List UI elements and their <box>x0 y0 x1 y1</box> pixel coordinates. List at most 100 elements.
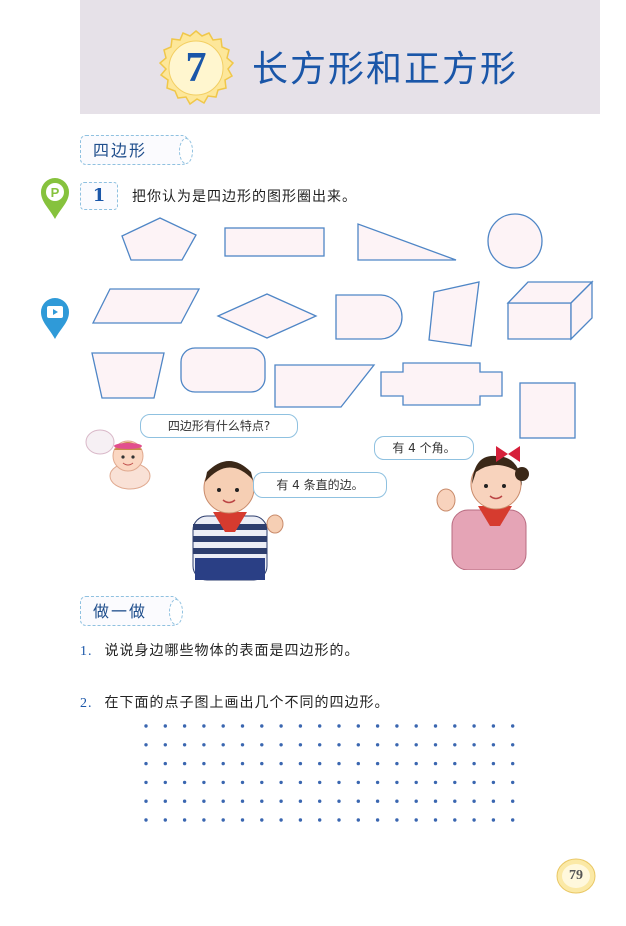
grid-dot[interactable] <box>279 780 283 785</box>
grid-dot[interactable] <box>221 780 225 785</box>
grid-dot[interactable] <box>337 761 341 766</box>
grid-dot[interactable] <box>433 780 438 785</box>
grid-dot[interactable] <box>395 761 399 766</box>
grid-dot[interactable] <box>221 818 225 822</box>
grid-dot[interactable] <box>375 743 380 747</box>
grid-dot[interactable] <box>202 799 206 803</box>
grid-dot[interactable] <box>279 743 283 747</box>
grid-dot[interactable] <box>472 761 476 766</box>
grid-dot[interactable] <box>182 818 187 822</box>
grid-dot[interactable] <box>182 724 187 728</box>
grid-dot[interactable] <box>414 724 418 728</box>
grid-dot[interactable] <box>279 761 283 766</box>
grid-dot[interactable] <box>182 761 187 766</box>
grid-dot[interactable] <box>298 780 303 785</box>
grid-dot[interactable] <box>414 799 418 803</box>
grid-dot[interactable] <box>279 799 283 803</box>
grid-dot[interactable] <box>144 799 148 803</box>
grid-dot[interactable] <box>182 780 187 785</box>
grid-dot[interactable] <box>375 818 380 822</box>
grid-dot[interactable] <box>356 724 360 728</box>
grid-dot[interactable] <box>433 724 438 728</box>
grid-dot[interactable] <box>511 761 515 766</box>
grid-dot[interactable] <box>163 799 167 803</box>
grid-dot[interactable] <box>472 724 476 728</box>
grid-dot[interactable] <box>453 780 457 785</box>
grid-dot[interactable] <box>144 780 148 785</box>
rhombus-shape[interactable] <box>216 293 318 339</box>
grid-dot[interactable] <box>298 743 303 747</box>
grid-dot[interactable] <box>260 761 264 766</box>
grid-dot[interactable] <box>491 780 496 785</box>
grid-dot[interactable] <box>414 761 418 766</box>
irregular-quadrilateral-shape[interactable] <box>428 281 480 347</box>
grid-dot[interactable] <box>182 799 187 803</box>
grid-dot[interactable] <box>337 780 341 785</box>
grid-dot[interactable] <box>511 780 515 785</box>
rounded-rectangle-shape[interactable] <box>180 347 266 393</box>
grid-dot[interactable] <box>395 743 399 747</box>
grid-dot[interactable] <box>472 743 476 747</box>
grid-dot[interactable] <box>202 818 206 822</box>
grid-dot[interactable] <box>472 818 476 822</box>
grid-dot[interactable] <box>202 724 206 728</box>
grid-dot[interactable] <box>240 799 245 803</box>
grid-dot[interactable] <box>491 818 496 822</box>
grid-dot[interactable] <box>337 799 341 803</box>
grid-dot[interactable] <box>318 799 322 803</box>
grid-dot[interactable] <box>356 780 360 785</box>
grid-dot[interactable] <box>144 724 148 728</box>
grid-dot[interactable] <box>318 761 322 766</box>
grid-dot[interactable] <box>144 761 148 766</box>
grid-dot[interactable] <box>163 743 167 747</box>
grid-dot[interactable] <box>260 743 264 747</box>
grid-dot[interactable] <box>221 724 225 728</box>
grid-dot[interactable] <box>491 761 496 766</box>
grid-dot[interactable] <box>240 724 245 728</box>
grid-dot[interactable] <box>356 743 360 747</box>
grid-dot[interactable] <box>202 780 206 785</box>
grid-dot[interactable] <box>511 743 515 747</box>
circle-shape[interactable] <box>487 213 543 269</box>
grid-dot[interactable] <box>511 818 515 822</box>
grid-dot[interactable] <box>472 780 476 785</box>
grid-dot[interactable] <box>453 724 457 728</box>
grid-dot[interactable] <box>240 818 245 822</box>
grid-dot[interactable] <box>433 799 438 803</box>
grid-dot[interactable] <box>260 818 264 822</box>
grid-dot[interactable] <box>298 724 303 728</box>
grid-dot[interactable] <box>433 761 438 766</box>
grid-dot[interactable] <box>202 743 206 747</box>
grid-dot[interactable] <box>298 799 303 803</box>
grid-dot[interactable] <box>395 780 399 785</box>
grid-dot[interactable] <box>375 780 380 785</box>
grid-dot[interactable] <box>163 761 167 766</box>
grid-dot[interactable] <box>144 818 148 822</box>
grid-dot[interactable] <box>163 780 167 785</box>
right-trapezoid-shape[interactable] <box>274 364 376 408</box>
trapezoid-shape[interactable] <box>91 352 165 399</box>
grid-dot[interactable] <box>433 743 438 747</box>
grid-dot[interactable] <box>260 799 264 803</box>
grid-dot[interactable] <box>414 743 418 747</box>
square-shape[interactable] <box>519 382 576 439</box>
grid-dot[interactable] <box>491 743 496 747</box>
grid-dot[interactable] <box>356 761 360 766</box>
grid-dot[interactable] <box>337 724 341 728</box>
grid-dot[interactable] <box>472 799 476 803</box>
grid-dot[interactable] <box>144 743 148 747</box>
rectangle-shape[interactable] <box>224 227 325 257</box>
grid-dot[interactable] <box>414 818 418 822</box>
parallelogram-shape[interactable] <box>91 288 201 324</box>
grid-dot[interactable] <box>260 724 264 728</box>
grid-dot[interactable] <box>240 780 245 785</box>
grid-dot[interactable] <box>279 724 283 728</box>
grid-dot[interactable] <box>511 799 515 803</box>
grid-dot[interactable] <box>375 799 380 803</box>
grid-dot[interactable] <box>298 761 303 766</box>
grid-dot[interactable] <box>318 724 322 728</box>
grid-dot[interactable] <box>240 743 245 747</box>
grid-dot[interactable] <box>202 761 206 766</box>
grid-dot[interactable] <box>240 761 245 766</box>
grid-dot[interactable] <box>337 818 341 822</box>
